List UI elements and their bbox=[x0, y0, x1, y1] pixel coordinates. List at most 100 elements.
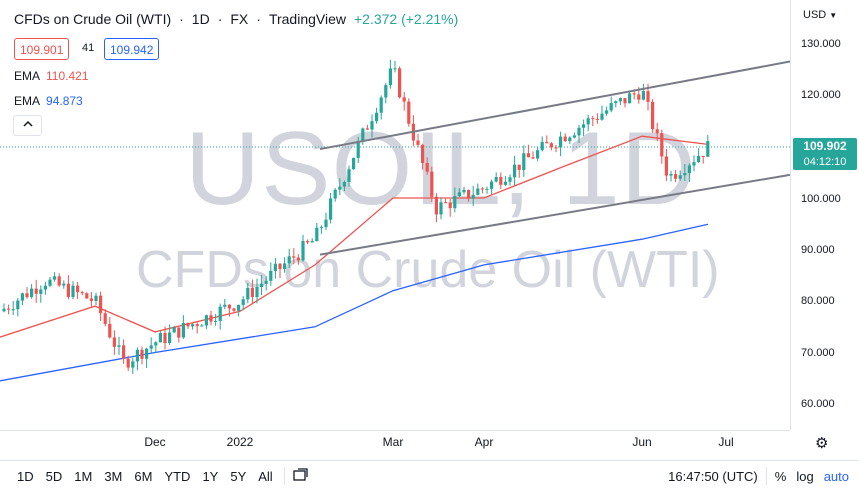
timeframe-1d[interactable]: 1D bbox=[17, 468, 34, 484]
candle-body bbox=[329, 198, 333, 220]
candle-body bbox=[430, 171, 434, 197]
candle-body bbox=[85, 293, 89, 299]
candle-body bbox=[531, 157, 535, 159]
candle-body bbox=[467, 189, 471, 199]
timeframe-1m[interactable]: 1M bbox=[74, 468, 93, 484]
candle-body bbox=[89, 298, 93, 301]
candle-body bbox=[692, 162, 696, 166]
collapse-chevron-icon bbox=[22, 120, 33, 127]
candle-body bbox=[168, 332, 172, 344]
candle-body bbox=[140, 349, 144, 359]
candle-body bbox=[108, 323, 112, 338]
buy-price-button[interactable]: 109.942 bbox=[104, 38, 160, 60]
candle-body bbox=[315, 227, 319, 242]
ema-legend-slow[interactable]: EMA 94.873 bbox=[14, 94, 83, 108]
candle-body bbox=[586, 118, 590, 125]
collapse-legend-button[interactable] bbox=[13, 115, 42, 136]
candle-body bbox=[370, 121, 374, 130]
spread-value: 41 bbox=[82, 42, 95, 54]
candle-body bbox=[76, 285, 80, 293]
timeframe-3m[interactable]: 3M bbox=[104, 468, 123, 484]
percent-scale-toggle[interactable]: % bbox=[774, 468, 787, 484]
interval-label[interactable]: 1D bbox=[191, 11, 210, 27]
candle-body bbox=[255, 287, 259, 298]
candle-body bbox=[66, 283, 70, 297]
candle-body bbox=[687, 165, 691, 174]
settings-gear-icon[interactable]: ⚙ bbox=[815, 435, 829, 452]
candle-body bbox=[342, 181, 346, 187]
candle-body bbox=[149, 345, 153, 349]
candle-body bbox=[641, 91, 645, 100]
price-tick: 90.000 bbox=[801, 244, 835, 256]
candle-body bbox=[536, 150, 540, 159]
ema-name: EMA bbox=[14, 94, 41, 108]
candle-body bbox=[53, 276, 57, 280]
auto-scale-toggle[interactable]: auto bbox=[823, 468, 849, 484]
candle-body bbox=[407, 101, 411, 124]
candle-body bbox=[250, 287, 254, 298]
candle-body bbox=[683, 173, 687, 176]
utc-clock[interactable]: 16:47:50 (UTC) bbox=[668, 468, 758, 484]
sell-price-button[interactable]: 109.901 bbox=[14, 38, 70, 60]
symbol-header: CFDs on Crude Oil (WTI) · 1D · FX · Trad… bbox=[14, 11, 459, 27]
candle-body bbox=[485, 188, 489, 190]
currency-selector[interactable]: USD ▼ bbox=[803, 9, 838, 21]
candle-body bbox=[135, 349, 139, 362]
candle-body bbox=[600, 113, 604, 120]
candle-body bbox=[278, 263, 282, 270]
candle-body bbox=[646, 91, 650, 102]
candle-body bbox=[356, 141, 360, 158]
log-scale-toggle[interactable]: log bbox=[796, 468, 814, 484]
bottom-toolbar: 1D 5D 1M 3M 6M YTD 1Y 5Y All 16:47:50 (U… bbox=[0, 460, 859, 491]
candle-body bbox=[384, 85, 388, 98]
ema-legend-fast[interactable]: EMA 110.421 bbox=[14, 69, 89, 83]
candle-body bbox=[697, 155, 701, 163]
candle-body bbox=[375, 112, 379, 122]
candle-body bbox=[457, 192, 461, 197]
candle-body bbox=[283, 263, 287, 270]
candle-body bbox=[292, 256, 296, 258]
candle-body bbox=[595, 118, 599, 120]
candle-body bbox=[94, 295, 98, 301]
timeframe-6m[interactable]: 6M bbox=[134, 468, 153, 484]
symbol-name[interactable]: CFDs on Crude Oil (WTI) bbox=[14, 11, 172, 27]
candle-body bbox=[7, 308, 11, 310]
candle-body bbox=[494, 176, 498, 182]
candle-body bbox=[701, 155, 705, 157]
ema-value: 110.421 bbox=[46, 69, 89, 83]
candle-body bbox=[227, 304, 231, 309]
candle-body bbox=[296, 257, 300, 261]
candle-body bbox=[476, 188, 480, 195]
candle-body bbox=[444, 202, 448, 204]
price-axis[interactable]: USD ▼ 130.000 120.000 100.000 90.000 80.… bbox=[790, 0, 859, 430]
candle-body bbox=[237, 304, 241, 311]
toolbar-divider bbox=[765, 467, 767, 485]
price-tick: 100.000 bbox=[801, 193, 841, 205]
candle-body bbox=[490, 181, 494, 189]
ema-name: EMA bbox=[14, 69, 41, 83]
compare-icon[interactable] bbox=[293, 467, 309, 485]
candle-body bbox=[361, 128, 365, 142]
candle-body bbox=[338, 186, 342, 190]
exchange-label: FX bbox=[230, 11, 249, 27]
timeframe-5d[interactable]: 5D bbox=[45, 468, 63, 484]
candle-body bbox=[246, 287, 250, 300]
candle-body bbox=[177, 327, 181, 338]
timeframe-1y[interactable]: 1Y bbox=[202, 468, 219, 484]
time-axis[interactable]: Dec 2022 Mar Apr Jun Jul bbox=[0, 430, 790, 453]
candle-body bbox=[122, 345, 126, 359]
price-tick: 120.000 bbox=[801, 89, 841, 101]
candle-body bbox=[154, 342, 158, 346]
bar-countdown: 04:12:10 bbox=[803, 156, 847, 168]
chart-canvas[interactable]: USOIL, 1D CFDs on Crude Oil (WTI) CFDs o… bbox=[0, 0, 790, 430]
time-tick: Apr bbox=[474, 435, 494, 449]
price-plot[interactable] bbox=[0, 0, 790, 430]
timeframe-ytd[interactable]: YTD bbox=[164, 468, 191, 484]
candle-body bbox=[25, 293, 29, 298]
candle-body bbox=[2, 308, 6, 312]
timeframe-5y[interactable]: 5Y bbox=[230, 468, 247, 484]
candle-body bbox=[503, 181, 507, 185]
candle-body bbox=[623, 98, 627, 104]
timeframe-all[interactable]: All bbox=[258, 468, 273, 484]
candle-body bbox=[306, 241, 310, 243]
